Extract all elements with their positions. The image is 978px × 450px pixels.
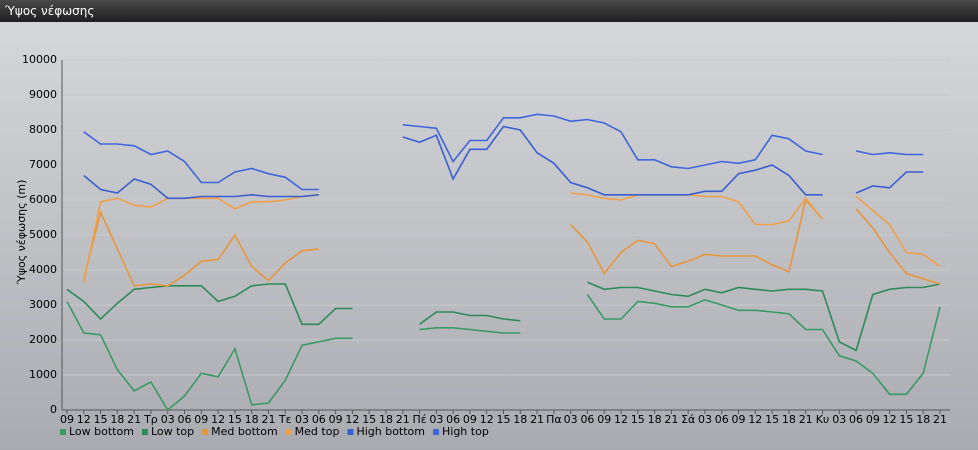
x-tick-label: 15 [497, 413, 511, 426]
legend-label: Low bottom [69, 425, 134, 438]
legend-swatch [433, 429, 439, 435]
series-line [83, 125, 924, 200]
x-tick-label: 09 [597, 413, 611, 426]
x-tick-label: 12 [77, 413, 91, 426]
legend-swatch [60, 429, 66, 435]
x-tick-label: 12 [211, 413, 225, 426]
x-tick-label: 06 [446, 413, 460, 426]
y-tick-label: 2000 [29, 333, 57, 346]
x-tick-label: 15 [631, 413, 645, 426]
y-tick-label: 0 [50, 403, 57, 416]
x-tick-label: 15 [899, 413, 913, 426]
legend-label: Low top [151, 425, 194, 438]
x-tick-label: 03 [295, 413, 309, 426]
title-bar: Ύψος νέφωσης [0, 0, 978, 22]
series-line [66, 294, 941, 412]
legend-label: High top [442, 425, 489, 438]
x-tick-label: 18 [110, 413, 124, 426]
x-tick-label: 21 [261, 413, 275, 426]
x-tick-label: 12 [614, 413, 628, 426]
x-tick-label: 12 [883, 413, 897, 426]
x-tick-label: 06 [715, 413, 729, 426]
x-tick-label: 18 [513, 413, 527, 426]
legend-label: High bottom [356, 425, 425, 438]
x-tick-label: 09 [194, 413, 208, 426]
legend-swatch [285, 429, 292, 435]
y-tick-label: 3000 [29, 298, 57, 311]
x-tick-label: 18 [379, 413, 393, 426]
x-tick-label: 15 [228, 413, 242, 426]
x-tick-label: 15 [94, 413, 108, 426]
x-tick-label: Πέ [412, 413, 426, 426]
x-tick-label: 21 [799, 413, 813, 426]
x-tick-label: 06 [580, 413, 594, 426]
series-line [83, 192, 941, 283]
x-tick-label: Πα [546, 413, 562, 426]
x-tick-label: 12 [480, 413, 494, 426]
x-tick-label: 21 [933, 413, 947, 426]
x-tick-label: 21 [396, 413, 410, 426]
y-tick-label: 1000 [29, 368, 57, 381]
x-tick-label: 21 [127, 413, 141, 426]
legend-swatch [141, 429, 148, 435]
x-tick-label: 03 [832, 413, 846, 426]
series-line [66, 281, 941, 352]
x-tick-label: 06 [849, 413, 863, 426]
legend-label: Med top [295, 425, 340, 438]
x-tick-label: 21 [664, 413, 678, 426]
x-tick-label: Σά [681, 413, 695, 426]
x-tick-label: 18 [782, 413, 796, 426]
y-tick-label: 5000 [29, 228, 57, 241]
x-tick-label: Τρ [143, 413, 158, 426]
window-title: Ύψος νέφωσης [5, 4, 95, 18]
series-line [83, 198, 941, 287]
x-tick-label: 09 [732, 413, 746, 426]
series-line [83, 113, 924, 191]
y-tick-label: 8000 [29, 123, 57, 136]
x-tick-label: Τε [278, 413, 292, 426]
x-tick-label: 18 [648, 413, 662, 426]
legend-swatch [202, 429, 209, 435]
x-tick-label: 09 [463, 413, 477, 426]
chart: Ύψος νέφωσης (m) 0 1000 2000 3000 4000 5000 60… [15, 53, 950, 438]
x-tick-label: 03 [564, 413, 578, 426]
y-tick-label: 6000 [29, 193, 57, 206]
x-tick-label: 18 [245, 413, 259, 426]
x-tick-label: 09 [60, 413, 74, 426]
x-tick-label: 18 [916, 413, 930, 426]
y-tick-label: 7000 [29, 158, 57, 171]
legend-label: Med bottom [211, 425, 278, 438]
x-tick-label: 09 [329, 413, 343, 426]
x-tick-label: 12 [345, 413, 359, 426]
y-tick-label: 9000 [29, 88, 57, 101]
y-axis-label: Ύψος νέφωσης (m) [15, 180, 28, 286]
y-tick-label: 10000 [22, 53, 57, 66]
x-tick-label: 03 [429, 413, 443, 426]
legend-swatch [347, 429, 354, 435]
x-tick-label: 15 [362, 413, 376, 426]
x-tick-label: 06 [178, 413, 192, 426]
x-tick-label: Κυ [816, 413, 830, 426]
y-tick-label: 4000 [29, 263, 57, 276]
x-tick-label: 09 [866, 413, 880, 426]
x-tick-label: 06 [312, 413, 326, 426]
x-tick-label: 15 [765, 413, 779, 426]
x-tick-label: 21 [530, 413, 544, 426]
x-tick-label: 03 [161, 413, 175, 426]
x-tick-label: 03 [698, 413, 712, 426]
x-tick-label: 12 [748, 413, 762, 426]
